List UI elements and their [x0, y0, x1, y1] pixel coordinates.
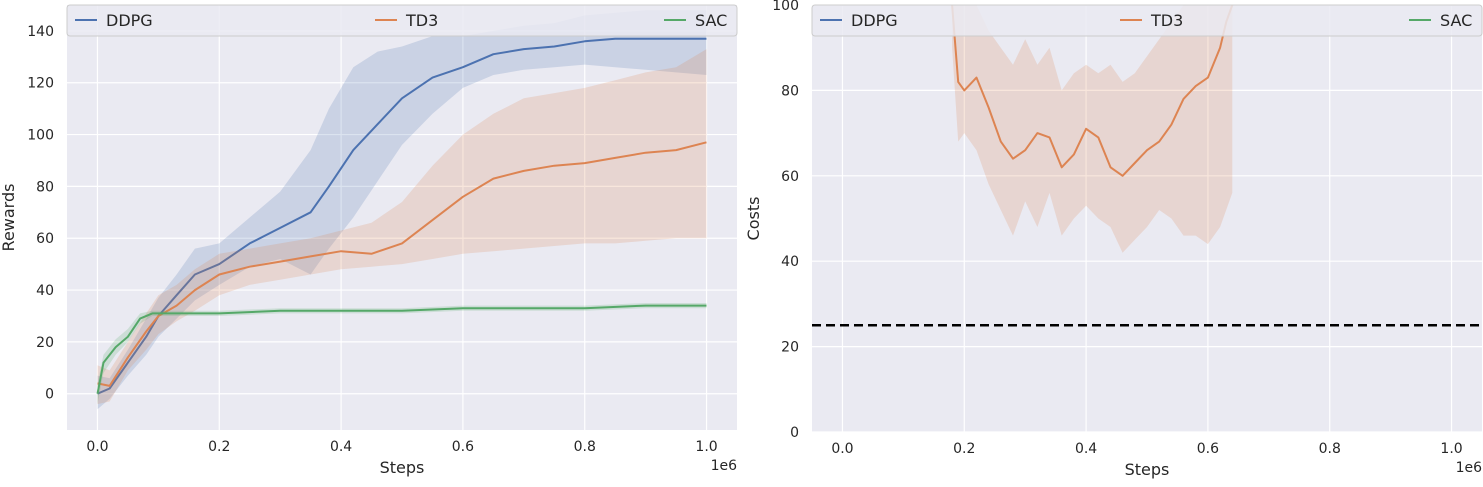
y-tick-label: 40 — [781, 254, 799, 270]
x-tick-label: 0.6 — [452, 439, 474, 455]
sac-series-line — [96, 304, 707, 394]
x-tick-label: 1.0 — [1440, 441, 1462, 457]
x-tick-label: 0.0 — [831, 441, 853, 457]
td3-confidence-band — [97, 49, 707, 405]
x-tick-label: 0.8 — [574, 439, 596, 455]
x-tick-label: 0.2 — [208, 439, 230, 455]
y-tick-label: 0 — [790, 425, 799, 441]
x-axis-label: Steps — [1125, 460, 1170, 479]
legend-box — [66, 4, 738, 37]
x-tick-label: 0.6 — [1197, 441, 1219, 457]
sac-legend-label: SAC — [1440, 11, 1472, 30]
td3-legend-label: TD3 — [405, 11, 438, 30]
x-tick-label: 0.2 — [953, 441, 975, 457]
td3-legend-label: TD3 — [1150, 11, 1183, 30]
y-tick-label: 140 — [27, 24, 54, 40]
chart-panel-1: 0.0 0.2 0.4 0.6 0.8 1.0 0 20 40 60 80 100 Steps Costs… — [744, 0, 1483, 479]
x-tick-label: 0.4 — [1075, 441, 1097, 457]
legend: DDPG TD3 SAC — [811, 4, 1483, 37]
x-axis-label: Steps — [380, 458, 425, 477]
y-axis-label: Rewards — [0, 184, 18, 252]
plot-background — [67, 5, 737, 430]
legend-box — [811, 4, 1483, 37]
y-tick-label: 100 — [772, 0, 799, 14]
td3-confidence-band — [952, 5, 1233, 253]
x-offset-label: 1e6 — [1456, 460, 1483, 476]
y-tick-label: 80 — [36, 179, 54, 195]
plot-data-area — [812, 5, 1482, 327]
y-axis-label: Costs — [744, 197, 763, 241]
x-tick-label: 0.4 — [330, 439, 352, 455]
legend: DDPG TD3 SAC — [66, 4, 738, 37]
y-tick-label: 80 — [781, 83, 799, 99]
x-tick-label: 1.0 — [695, 439, 717, 455]
x-offset-label: 1e6 — [711, 458, 738, 474]
y-tick-label: 20 — [781, 340, 799, 356]
ddpg-confidence-band — [97, 10, 707, 410]
td3-series-line — [951, 5, 1234, 177]
y-tick-label: 20 — [36, 335, 54, 351]
plot-data-area — [96, 10, 707, 410]
sac-legend-label: SAC — [695, 11, 727, 30]
plot-background — [812, 5, 1482, 432]
td3-series-line — [97, 141, 707, 387]
x-tick-label: 0.0 — [86, 439, 108, 455]
ddpg-legend-label: DDPG — [106, 11, 153, 30]
x-tick-label: 0.8 — [1319, 441, 1341, 457]
y-tick-label: 100 — [27, 128, 54, 144]
ddpg-legend-label: DDPG — [851, 11, 898, 30]
y-tick-label: 60 — [36, 231, 54, 247]
y-tick-label: 60 — [781, 169, 799, 185]
y-tick-label: 120 — [27, 76, 54, 92]
chart-panel-0: 0.0 0.2 0.4 0.6 0.8 1.0 0 20 40 60 80 100 120 140 Step… — [0, 4, 738, 477]
y-tick-label: 0 — [45, 387, 54, 403]
y-tick-label: 40 — [36, 283, 54, 299]
